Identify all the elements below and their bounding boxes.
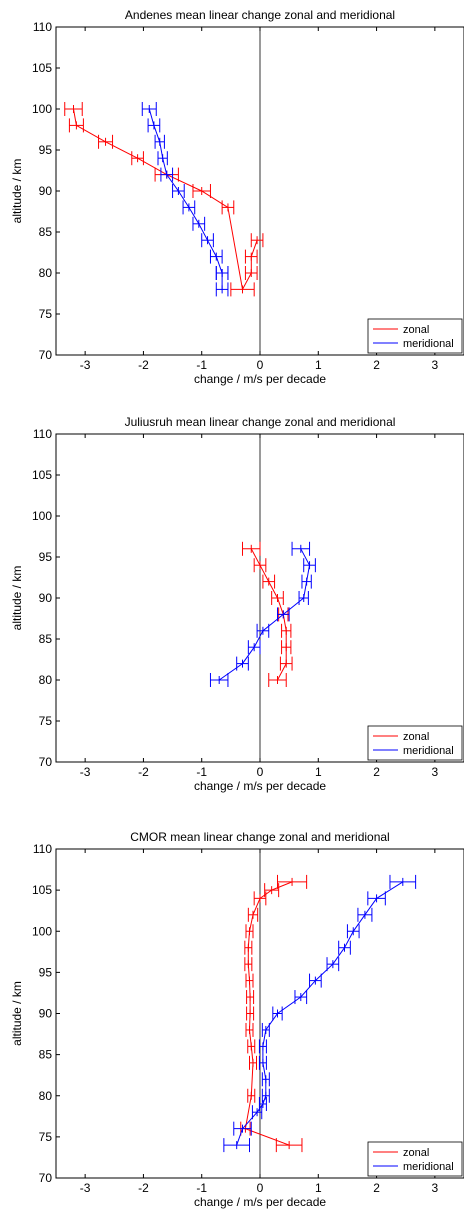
chart-title: Juliusruh mean linear change zonal and m…	[125, 415, 396, 429]
y-axis-label: altitude / km	[10, 981, 24, 1046]
x-tick-label: 2	[373, 765, 380, 779]
y-tick-label: 90	[39, 184, 53, 198]
chart-panel-3: -3 -2 -1 0 1 2 3 70 75 80 85 90 95 100 105 110 CMOR mean…	[10, 830, 464, 1209]
y-tick-label: 110	[33, 427, 52, 441]
x-tick-label: -3	[80, 1181, 91, 1195]
legend-label-zonal: zonal	[403, 731, 429, 743]
y-tick-label: 110	[33, 20, 52, 34]
chart-panel-1: -3 -2 -1 0 1 2 3 70 75 80 85 90 95 100 105 110 Andenes m…	[10, 8, 464, 386]
chart-panel-2: -3 -2 -1 0 1 2 3 70 75 80 85 90 95 100 105 110 Juliusruh…	[10, 415, 464, 793]
legend: zonal meridional	[367, 318, 463, 354]
y-tick-label: 85	[39, 1048, 53, 1062]
y-tick-label: 95	[39, 143, 53, 157]
y-tick-label: 95	[39, 550, 53, 564]
series-line-zonal	[244, 881, 293, 1146]
x-tick-label: 0	[257, 765, 264, 779]
y-tick-label: 85	[39, 632, 53, 646]
y-tick-label: 85	[39, 225, 53, 239]
legend-box	[367, 1141, 463, 1177]
x-tick-label: -1	[196, 765, 207, 779]
series-meridional	[141, 102, 229, 297]
y-tick-label: 70	[39, 348, 53, 362]
y-tick-label: 75	[39, 714, 53, 728]
x-tick-label: -1	[196, 1181, 207, 1195]
y-tick-label: 100	[32, 924, 52, 938]
x-tick-label: -3	[80, 358, 91, 372]
legend-label-meridional: meridional	[403, 338, 454, 350]
y-tick-label: 70	[39, 755, 53, 769]
x-axis-label: change / m/s per decade	[194, 779, 326, 793]
legend-label-zonal: zonal	[403, 324, 429, 336]
series-zonal	[240, 874, 308, 1153]
series-line-zonal	[73, 108, 258, 291]
y-tick-label: 80	[39, 266, 53, 280]
legend-label-zonal: zonal	[403, 1147, 429, 1159]
y-tick-label: 100	[32, 509, 52, 523]
x-tick-label: 2	[373, 1181, 380, 1195]
y-tick-label: 100	[32, 102, 52, 116]
legend-label-meridional: meridional	[403, 1161, 454, 1173]
x-tick-label: 3	[432, 765, 439, 779]
x-tick-label: 0	[257, 358, 264, 372]
series-meridional	[223, 874, 417, 1153]
y-tick-label: 95	[39, 965, 53, 979]
legend-box	[367, 725, 463, 761]
legend: zonal meridional	[367, 1141, 463, 1177]
y-tick-label: 75	[39, 307, 53, 321]
y-tick-label: 80	[39, 1089, 53, 1103]
y-axis-label: altitude / km	[10, 566, 24, 631]
x-tick-label: -3	[80, 765, 91, 779]
legend: zonal meridional	[367, 725, 463, 761]
x-tick-label: 1	[315, 765, 322, 779]
series-meridional	[209, 541, 316, 687]
y-tick-label: 80	[39, 673, 53, 687]
x-tick-label: -2	[138, 1181, 149, 1195]
legend-box	[367, 318, 463, 354]
legend-label-meridional: meridional	[403, 745, 454, 757]
y-axis-label: altitude / km	[10, 159, 24, 224]
x-tick-label: -2	[138, 358, 149, 372]
y-tick-label: 110	[33, 842, 52, 856]
x-tick-label: 2	[373, 358, 380, 372]
x-tick-label: -2	[138, 765, 149, 779]
y-tick-label: 90	[39, 1007, 53, 1021]
x-tick-label: -1	[196, 358, 207, 372]
x-tick-label: 1	[315, 1181, 322, 1195]
x-tick-label: 0	[257, 1181, 264, 1195]
y-tick-label: 90	[39, 591, 53, 605]
y-tick-label: 75	[39, 1130, 53, 1144]
chart-title: Andenes mean linear change zonal and mer…	[125, 8, 395, 22]
series-zonal	[64, 102, 264, 297]
x-tick-label: 3	[432, 358, 439, 372]
y-tick-label: 70	[39, 1171, 53, 1185]
y-tick-label: 105	[32, 61, 52, 75]
chart-title: CMOR mean linear change zonal and meridi…	[130, 830, 389, 844]
x-axis-label: change / m/s per decade	[194, 372, 326, 386]
x-axis-label: change / m/s per decade	[194, 1195, 326, 1209]
series-line-meridional	[218, 548, 311, 681]
y-tick-label: 105	[32, 883, 52, 897]
y-tick-label: 105	[32, 468, 52, 482]
x-tick-label: 3	[432, 1181, 439, 1195]
x-tick-label: 1	[315, 358, 322, 372]
series-line-meridional	[148, 108, 223, 290]
